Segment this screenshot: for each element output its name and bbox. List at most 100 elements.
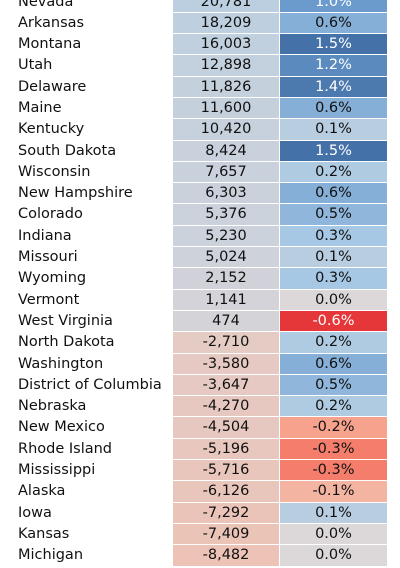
state-label: South Dakota — [18, 142, 117, 159]
table-row: Nebraska -4,270 0.2% — [0, 396, 400, 418]
state-label: Maine — [18, 99, 62, 116]
growth-rate-cell: 0.0% — [280, 523, 387, 546]
state-label: District of Columbia — [18, 376, 162, 393]
growth-rate-cell: 0.2% — [280, 161, 387, 184]
state-label: North Dakota — [18, 334, 115, 351]
population-change-cell: -8,482 — [173, 545, 280, 567]
table-row: Missouri 5,024 0.1% — [0, 247, 400, 269]
state-label: Missouri — [18, 249, 78, 266]
state-label: Kentucky — [18, 121, 85, 138]
table-row: Kentucky 10,420 0.1% — [0, 119, 400, 141]
state-label: Montana — [18, 36, 82, 53]
table-row: Michigan -8,482 0.0% — [0, 545, 400, 567]
population-change-cell: -2,710 — [173, 332, 280, 354]
table-row: Rhode Island -5,196 -0.3% — [0, 438, 400, 461]
state-label: Mississippi — [18, 462, 96, 479]
table-row: Maine 11,600 0.6% — [0, 97, 400, 120]
population-change-cell: 1,141 — [173, 289, 280, 311]
state-label: Rhode Island — [18, 440, 113, 457]
growth-rate-cell: 0.5% — [280, 374, 387, 397]
population-change-cell: 474 — [173, 310, 280, 333]
state-label: Wisconsin — [18, 163, 91, 180]
population-change-cell: -6,126 — [173, 481, 280, 503]
population-change-cell: 5,024 — [173, 247, 280, 269]
growth-rate-cell: 0.3% — [280, 225, 387, 248]
table-row: Mississippi -5,716 -0.3% — [0, 460, 400, 482]
population-change-cell: 10,420 — [173, 119, 280, 141]
population-change-cell: 8,424 — [173, 140, 280, 162]
table-row: New Mexico -4,504 -0.2% — [0, 417, 400, 439]
growth-rate-cell: 0.6% — [280, 353, 387, 375]
population-change-cell: -5,716 — [173, 460, 280, 482]
growth-rate-cell: 0.3% — [280, 268, 387, 290]
growth-rate-cell: 0.1% — [280, 119, 387, 141]
table-row: Wisconsin 7,657 0.2% — [0, 161, 400, 184]
growth-rate-cell: 1.0% — [280, 0, 387, 13]
population-change-cell: 20,781 — [173, 0, 280, 13]
growth-rate-cell: 0.1% — [280, 247, 387, 269]
state-label: Nebraska — [18, 398, 87, 415]
table-row: Arkansas 18,209 0.6% — [0, 12, 400, 35]
growth-rate-cell: 1.2% — [280, 55, 387, 77]
population-change-cell: -5,196 — [173, 438, 280, 461]
state-label: Michigan — [18, 547, 84, 564]
state-label: Iowa — [18, 504, 52, 521]
table-row: Alaska -6,126 -0.1% — [0, 481, 400, 503]
growth-rate-cell: -0.1% — [280, 481, 387, 503]
growth-rate-cell: 1.5% — [280, 140, 387, 162]
state-label: Kansas — [18, 525, 70, 542]
population-change-cell: -3,647 — [173, 374, 280, 397]
population-change-cell: 12,898 — [173, 55, 280, 77]
growth-rate-cell: 1.5% — [280, 34, 387, 56]
population-change-cell: 6,303 — [173, 183, 280, 205]
population-change-cell: -7,409 — [173, 523, 280, 546]
population-change-cell: -3,580 — [173, 353, 280, 375]
growth-rate-cell: 0.6% — [280, 97, 387, 120]
growth-rate-cell: 0.2% — [280, 396, 387, 418]
state-label: Colorado — [18, 206, 83, 223]
population-change-cell: 5,376 — [173, 204, 280, 226]
growth-rate-cell: -0.2% — [280, 417, 387, 439]
growth-rate-cell: 0.6% — [280, 12, 387, 35]
table-row: District of Columbia -3,647 0.5% — [0, 374, 400, 397]
state-label: New Mexico — [18, 419, 105, 436]
state-label: Washington — [18, 355, 104, 372]
growth-rate-cell: 0.5% — [280, 204, 387, 226]
table-row: Iowa -7,292 0.1% — [0, 502, 400, 524]
growth-rate-cell: 0.0% — [280, 289, 387, 311]
table-row: New Hampshire 6,303 0.6% — [0, 183, 400, 205]
state-label: Indiana — [18, 227, 72, 244]
population-change-cell: -4,504 — [173, 417, 280, 439]
state-label: Utah — [18, 57, 53, 74]
growth-rate-cell: 0.6% — [280, 183, 387, 205]
table-row: North Dakota -2,710 0.2% — [0, 332, 400, 354]
table-row: Nevada 20,781 1.0% — [0, 0, 400, 13]
growth-rate-cell: -0.6% — [280, 310, 387, 333]
growth-rate-cell: -0.3% — [280, 438, 387, 461]
table-row: Vermont 1,141 0.0% — [0, 289, 400, 311]
growth-rate-cell: -0.3% — [280, 460, 387, 482]
growth-rate-cell: 0.1% — [280, 502, 387, 524]
table-row: Indiana 5,230 0.3% — [0, 225, 400, 248]
growth-rate-cell: 1.4% — [280, 76, 387, 98]
state-label: New Hampshire — [18, 185, 133, 202]
growth-rate-cell: 0.0% — [280, 545, 387, 567]
table-row: Delaware 11,826 1.4% — [0, 76, 400, 98]
population-change-cell: 11,826 — [173, 76, 280, 98]
state-label: Alaska — [18, 483, 66, 500]
state-label: Delaware — [18, 78, 87, 95]
state-label: Wyoming — [18, 270, 87, 287]
table-row: Utah 12,898 1.2% — [0, 55, 400, 77]
population-change-cell: 18,209 — [173, 12, 280, 35]
population-change-cell: 16,003 — [173, 34, 280, 56]
table-row: Colorado 5,376 0.5% — [0, 204, 400, 226]
table-row: Washington -3,580 0.6% — [0, 353, 400, 375]
population-change-cell: 11,600 — [173, 97, 280, 120]
population-change-cell: 2,152 — [173, 268, 280, 290]
state-label: Nevada — [18, 0, 74, 10]
state-label: West Virginia — [18, 312, 113, 329]
population-change-cell: -4,270 — [173, 396, 280, 418]
table-row: Wyoming 2,152 0.3% — [0, 268, 400, 290]
state-label: Arkansas — [18, 14, 85, 31]
